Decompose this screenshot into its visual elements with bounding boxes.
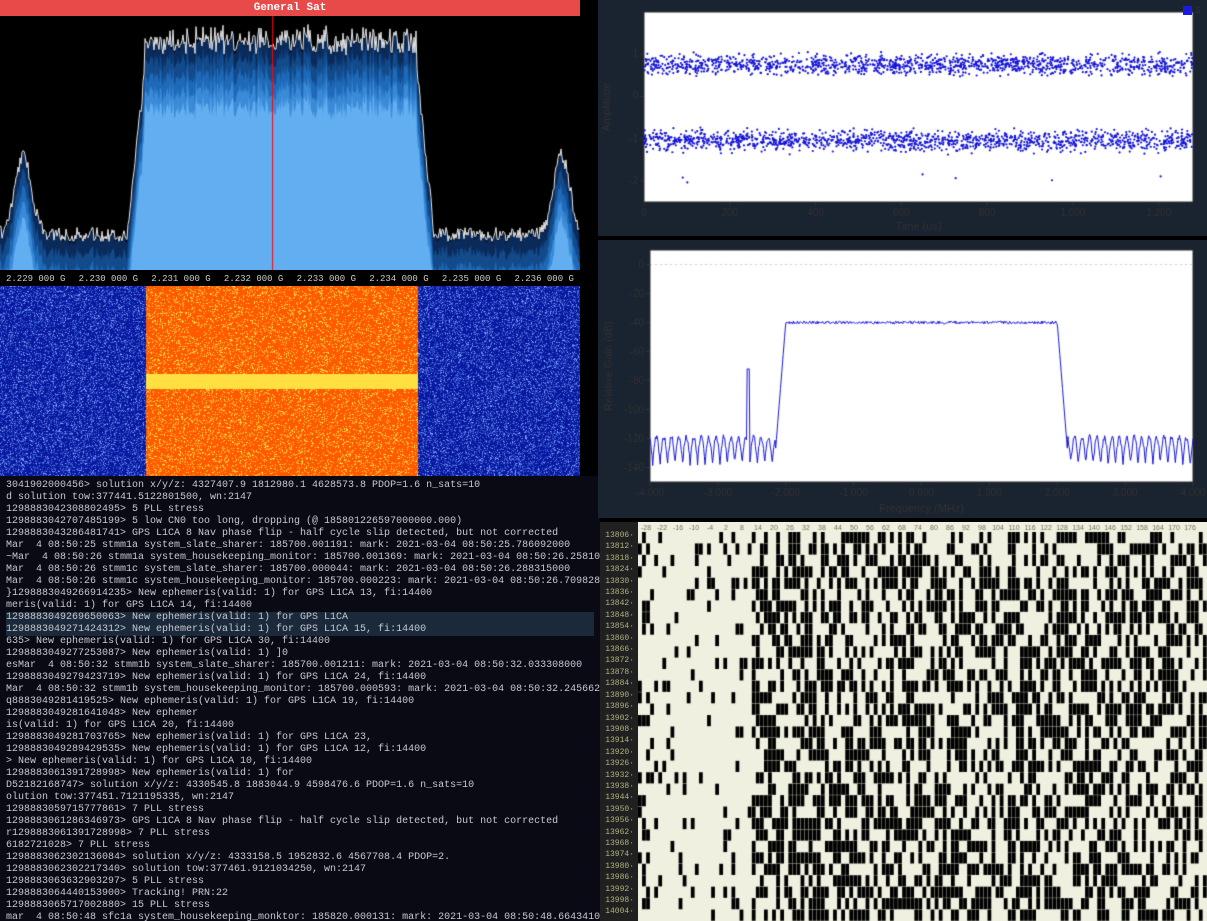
bitstream-row-label: 13908· [600,724,634,735]
log-line: 1298883049277253087> New ephemeris(valid… [6,648,594,660]
log-line: 1298883049269650063> New ephemeris(valid… [6,612,594,624]
gain-chart[interactable] [598,240,1207,518]
waterfall-chart[interactable] [0,286,580,476]
bitstream-row-label: 13836· [600,587,634,598]
log-line: 1298883062302217340> solution tow:377461… [6,864,594,876]
bitstream-row-label: 13950· [600,804,634,815]
log-line: D52182168747> solution x/y/z: 4330545.8 … [6,780,594,792]
bitstream-row-label: 13998· [600,895,634,906]
bitstream-row-label: 13854· [600,621,634,632]
log-line: Mar 4 08:50:26 stmm1c system_housekeepin… [6,576,594,588]
spectrum-title: General Sat [0,0,580,16]
bitstream-row-label: 13944· [600,792,634,803]
log-line: 1298883043286481741> GPS L1CA 8 Nav phas… [6,528,594,540]
bitstream-row-label: 13824· [600,564,634,575]
bitstream-row-label: 13830· [600,576,634,587]
bitstream-row-label: 13992· [600,884,634,895]
bitstream-row-label: 13812· [600,541,634,552]
log-line: 1298883062302136084> solution x/y/z: 433… [6,852,594,864]
log-line: q8883049281419525> New ephemeris(valid: … [6,696,594,708]
log-line: r1298883061391728998> 7 PLL stress [6,828,594,840]
log-line: Mar 4 08:50:26 stmm1c system_slate_share… [6,564,594,576]
log-line: ~Mar 4 08:50:26 stmm1a system_housekeepi… [6,552,594,564]
bitstream-row-label: 13938· [600,781,634,792]
log-line: 1298883042707485199> 5 low CN0 too long,… [6,516,594,528]
terminal-log[interactable]: 3041902000456> solution x/y/z: 4327407.9… [0,476,600,921]
log-line: }1298883049266914235> New ephemeris(vali… [6,588,594,600]
log-line: 1298883049279423719> New ephemeris(valid… [6,672,594,684]
bitstream-row-label: 13968· [600,838,634,849]
bitstream-row-label: 13980· [600,861,634,872]
bitstream-row-label: 13914· [600,735,634,746]
bitstream-row-label: 13932· [600,770,634,781]
log-line: 1298883063632903297> 5 PLL stress [6,876,594,888]
bitstream-row-label: 13896· [600,701,634,712]
bitstream-row-label: 13848· [600,610,634,621]
bitstream-matrix[interactable] [638,522,1207,921]
bitstream-row-label: 13890· [600,690,634,701]
log-line: 1298883049271424312> New ephemeris(valid… [6,624,594,636]
bitstream-row-labels: 13806·13812·13818·13824·13830·13836·1384… [600,530,636,918]
bitstream-row-label: 13986· [600,872,634,883]
log-line: is(valid: 1) for GPS L1CA 20, fi:14400 [6,720,594,732]
log-line: 3041902000456> solution x/y/z: 4327407.9… [6,480,594,492]
bitstream-row-label: 13962· [600,827,634,838]
log-line: Mar 4 08:50:32 stmm1b system_housekeepin… [6,684,594,696]
log-line: > New ephemeris(valid: 1) for GPS L1CA 1… [6,756,594,768]
bitstream-row-label: 14004· [600,906,634,917]
bitstream-row-label: 13920· [600,747,634,758]
bitstream-row-label: 13884· [600,678,634,689]
log-line: mar 4 08:50:48 sfc1a system_housekeeping… [6,912,594,921]
log-line: 6182721028> 7 PLL stress [6,840,594,852]
log-line: 635> New ephemeris(valid: 1) for GPS L1C… [6,636,594,648]
log-line: meris(valid: 1) for GPS L1CA 14, fi:1440… [6,600,594,612]
spectrum-chart[interactable] [0,16,580,270]
log-line: 1298883049281703765> New ephemeris(valid… [6,732,594,744]
log-line: esMar 4 08:50:32 stmm1b system_slate_sha… [6,660,594,672]
log-line: olution tow:377451.7121195335, wn:2147 [6,792,594,804]
log-line: 1298883042308802495> 5 PLL stress [6,504,594,516]
log-line: 1298883065717002880> 15 PLL stress [6,900,594,912]
log-line: 1298883061391728998> New ephemeris(valid… [6,768,594,780]
bitstream-row-label: 13926· [600,758,634,769]
bitstream-row-label: 13806· [600,530,634,541]
log-line: 1298883064440153900> Tracking! PRN:22 [6,888,594,900]
log-line: 1298883049281641048> New ephemer [6,708,594,720]
bitstream-row-label: 13866· [600,644,634,655]
bitstream-row-label: 13878· [600,667,634,678]
bitstream-row-label: 13860· [600,633,634,644]
bitstream-row-label: 13902· [600,713,634,724]
log-line: 1298883059715777861> 7 PLL stress [6,804,594,816]
scatter-legend-label: S [1195,6,1201,17]
log-line: 1298883049289429535> New ephemeris(valid… [6,744,594,756]
bitstream-row-label: 13818· [600,553,634,564]
scatter-legend: S [1183,6,1201,17]
bitstream-row-label: 13872· [600,655,634,666]
bitstream-row-label: 13842· [600,598,634,609]
gain-panel [598,240,1207,518]
bitstream-row-label: 13974· [600,849,634,860]
amplitude-scatter-chart[interactable] [598,0,1207,236]
bitstream-row-label: 13956· [600,815,634,826]
spectrum-panel: General Sat 2.229 000 G2.230 000 G2.231 … [0,0,580,286]
log-line: d solution tow:377441.5122801500, wn:214… [6,492,594,504]
amplitude-scatter-panel: S [598,0,1207,236]
waterfall-panel [0,286,580,476]
log-line: Mar 4 08:50:25 stmm1a system_slate_share… [6,540,594,552]
bitstream-panel: 13806·13812·13818·13824·13830·13836·1384… [600,522,1207,921]
log-line: 1298883061286346973> GPS L1CA 8 Nav phas… [6,816,594,828]
